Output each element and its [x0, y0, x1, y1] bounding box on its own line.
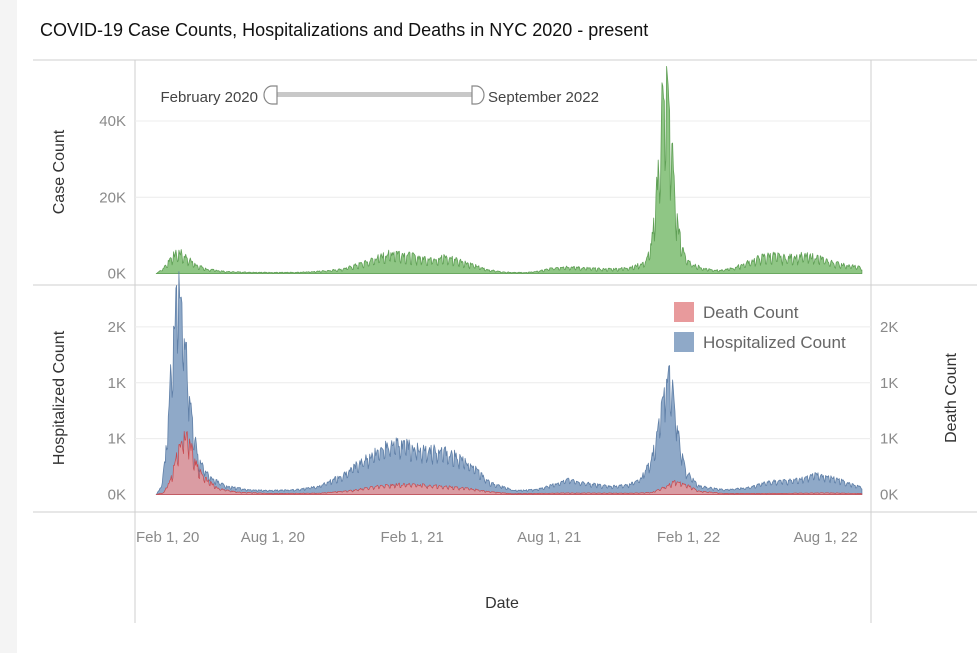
slider-end-label: September 2022 — [488, 89, 599, 106]
death-y-tick-label: 0K — [880, 487, 898, 504]
legend-swatch-death — [674, 302, 694, 322]
left-margin-strip — [0, 0, 17, 653]
case-y-tick-label: 40K — [99, 113, 126, 130]
hospitalized-y-tick-label: 1K — [108, 431, 126, 448]
case-y-tick-label: 0K — [108, 266, 126, 283]
series-layer — [155, 66, 863, 495]
slider-start-handle[interactable] — [263, 85, 278, 105]
death-y-tick-label: 1K — [880, 431, 898, 448]
death-y-tick-label: 2K — [880, 319, 898, 336]
hospitalized-count-axis-title: Hospitalized Count — [51, 330, 68, 465]
date-range-slider[interactable]: February 2020 September 2022 — [160, 85, 599, 106]
slider-track[interactable] — [271, 92, 477, 97]
slider-start-label: February 2020 — [160, 89, 258, 106]
gridlines — [135, 120, 871, 440]
x-tick-label: Aug 1, 20 — [241, 529, 305, 546]
panel-frames — [33, 59, 977, 623]
dashboard-title: COVID-19 Case Counts, Hospitalizations a… — [40, 20, 649, 40]
case-y-tick-label: 20K — [99, 189, 126, 206]
x-tick-label: Aug 1, 21 — [517, 529, 581, 546]
axis-layer: 0K 20K 40K 0K 1K 1K 2K 0K 1K 1K 2K Feb 1, 20 Aug 1, … — [99, 113, 898, 546]
death-y-tick-label: 1K — [880, 375, 898, 392]
x-axis-title: Date — [485, 595, 519, 612]
case-count-axis-title: Case Count — [51, 129, 68, 214]
x-tick-label: Feb 1, 21 — [380, 529, 443, 546]
death-count-axis-title: Death Count — [943, 353, 960, 443]
x-tick-label: Feb 1, 22 — [657, 529, 720, 546]
legend-label-death: Death Count — [703, 303, 799, 322]
x-tick-label: Feb 1, 20 — [136, 529, 199, 546]
legend: Death Count Hospitalized Count — [674, 302, 846, 352]
case-count-area — [155, 66, 863, 274]
hospitalized-y-tick-label: 0K — [108, 487, 126, 504]
hospitalized-y-tick-label: 1K — [108, 375, 126, 392]
hospitalized-y-tick-label: 2K — [108, 319, 126, 336]
x-tick-label: Aug 1, 22 — [793, 529, 857, 546]
death-count-area — [155, 431, 863, 495]
legend-swatch-hospitalized — [674, 332, 694, 352]
hospitalized-count-area — [155, 271, 863, 495]
legend-label-hospitalized: Hospitalized Count — [703, 333, 846, 352]
slider-end-handle[interactable] — [471, 85, 485, 105]
